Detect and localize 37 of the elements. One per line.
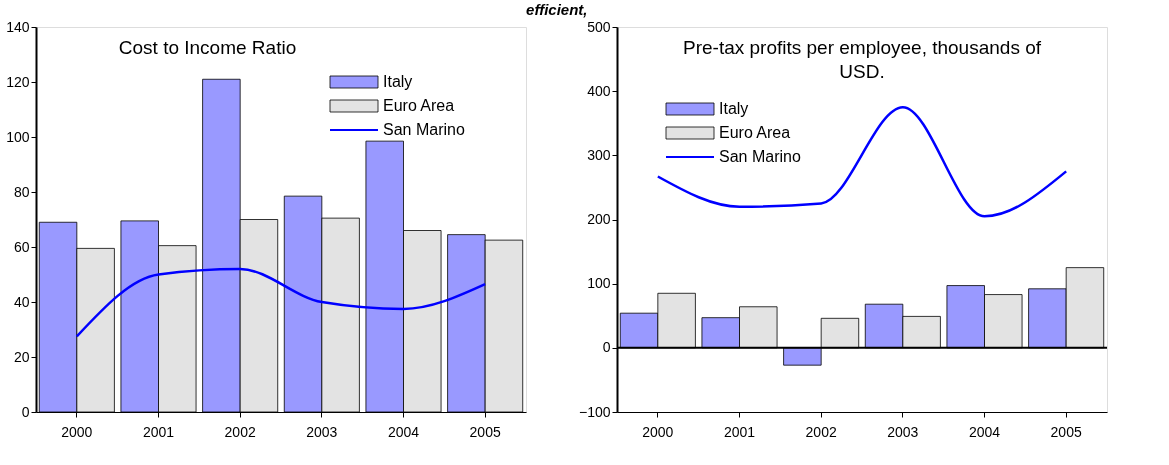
x-tick-label: 2004 (968, 423, 1001, 440)
x-tick-label: 2001 (723, 423, 756, 440)
legend-label: Italy (719, 100, 749, 117)
x-tick-label: 2000 (642, 423, 674, 440)
legend-label: Italy (383, 73, 413, 90)
x-tick-label: 2003 (306, 423, 338, 440)
y-tick-label: −100 (578, 403, 611, 420)
legend-label: Euro Area (719, 124, 791, 141)
legend-label: Euro Area (383, 97, 455, 114)
legend-label: San Marino (383, 121, 465, 138)
text: Cost to Income Ratio (118, 37, 297, 58)
y-tick-label: 40 (13, 293, 30, 310)
x-tick-label: 2003 (887, 423, 919, 440)
x-tick-label: 2004 (387, 423, 420, 440)
y-tick-label: 120 (6, 73, 30, 90)
line-series (75, 267, 487, 338)
x-tick-label: 2005 (1050, 423, 1082, 440)
y-tick-label: 500 (587, 18, 611, 35)
legend-label: San Marino (719, 148, 801, 165)
text: efficient, (526, 0, 588, 18)
y-tick-label: 0 (21, 403, 30, 420)
y-tick-label: 20 (13, 348, 30, 365)
y-tick-label: 400 (587, 82, 611, 99)
x-tick-label: 2002 (224, 423, 256, 440)
y-tick-label: 140 (6, 18, 30, 35)
y-tick-label: 60 (13, 238, 30, 255)
x-tick-label: 2002 (805, 423, 837, 440)
x-tick-label: 2001 (142, 423, 175, 440)
y-tick-label: 100 (587, 275, 611, 292)
y-tick-label: 0 (602, 339, 611, 356)
y-tick-label: 100 (6, 128, 30, 145)
y-tick-label: 80 (13, 183, 30, 200)
text: Pre-tax profits per employee, thousands of USD. (682, 37, 1042, 82)
y-tick-label: 300 (587, 146, 611, 163)
x-tick-label: 2000 (61, 423, 93, 440)
x-tick-label: 2005 (469, 423, 501, 440)
y-tick-label: 200 (587, 211, 611, 227)
